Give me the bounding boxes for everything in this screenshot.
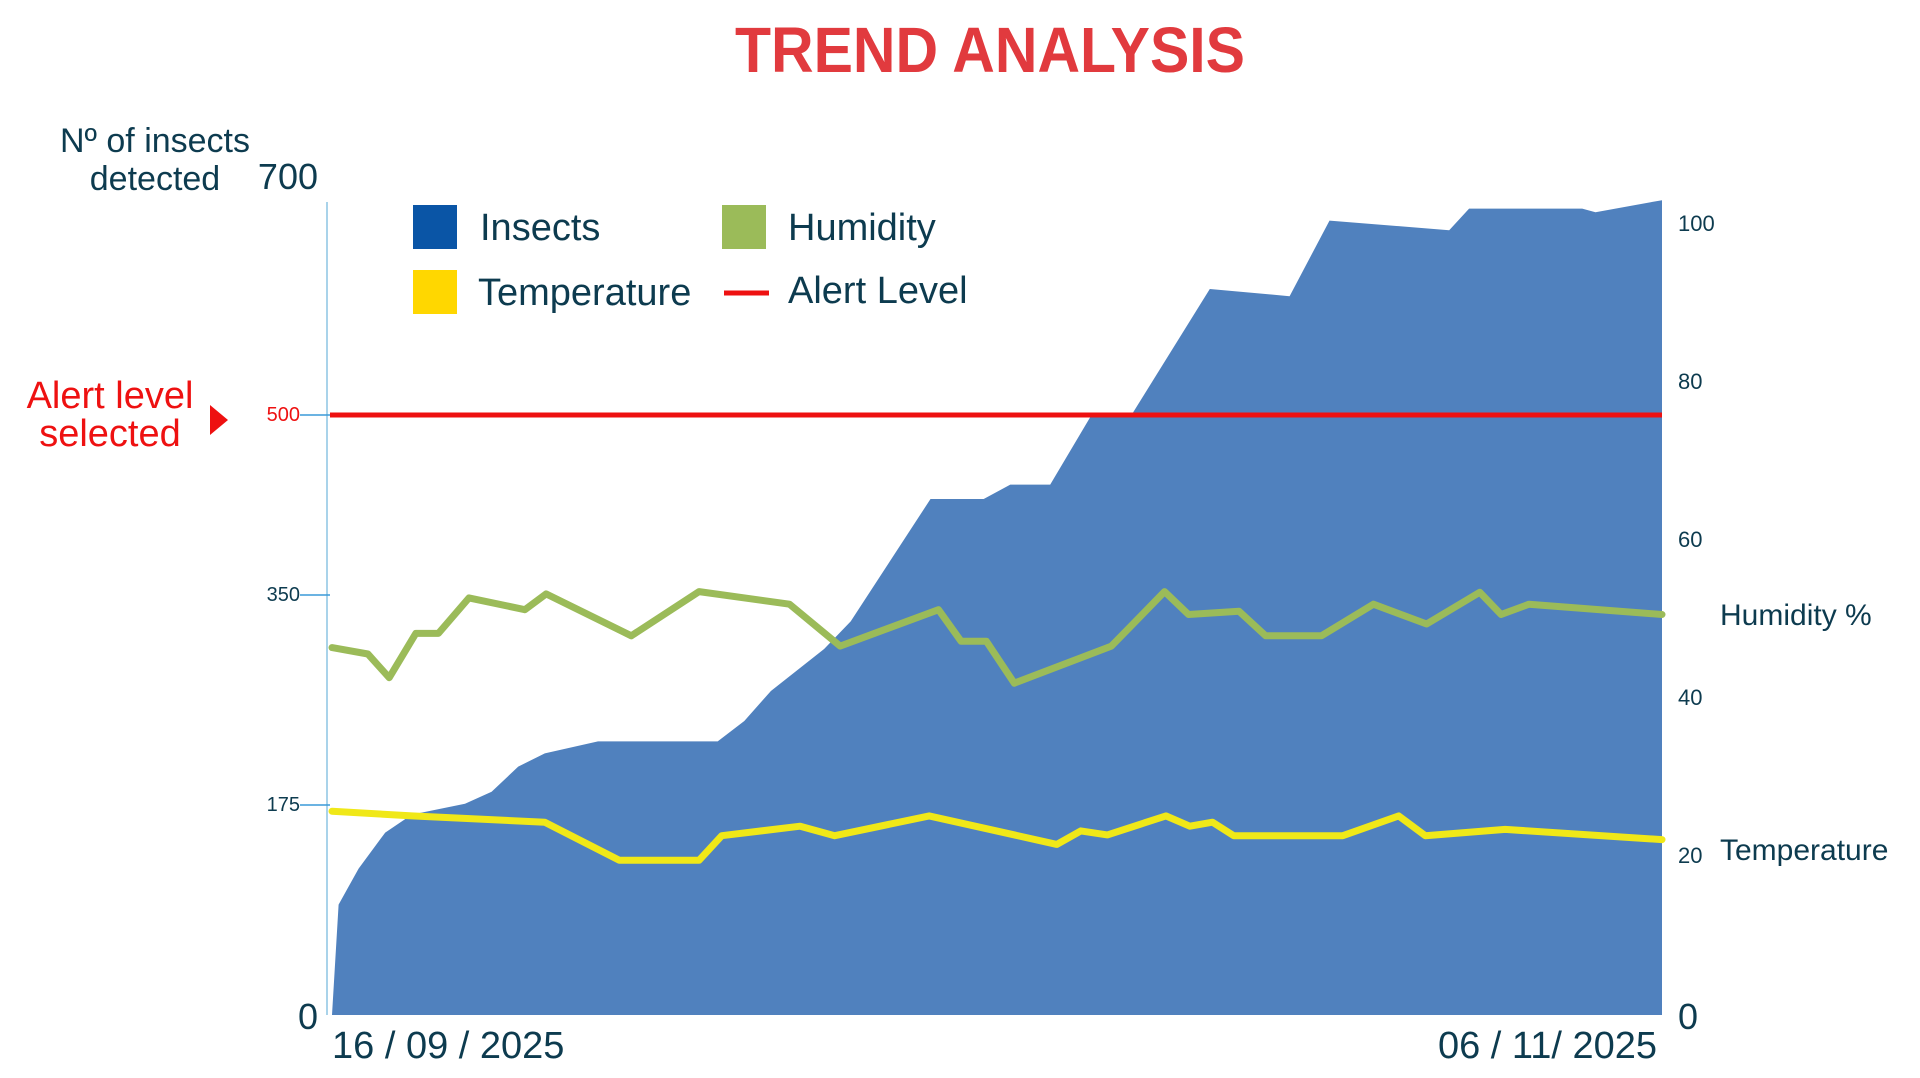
legend-label-alert: Alert Level <box>788 270 968 312</box>
temperature-line <box>328 807 1666 864</box>
y-left-tick-label: 175 <box>267 794 300 816</box>
insects-area <box>332 200 1662 1015</box>
y-right-tick-label: 20 <box>1678 843 1702 868</box>
series-lines <box>328 588 1666 864</box>
y-right-tick-label: 60 <box>1678 527 1702 552</box>
y-right-tick-label: 80 <box>1678 369 1702 394</box>
y-left-tick-label: 350 <box>267 584 300 606</box>
humidity-line <box>328 588 1666 687</box>
alert-label-line2: selected <box>39 413 181 455</box>
y-left-label-line2: detected <box>90 160 220 198</box>
legend-swatch-temperature <box>413 270 457 314</box>
x-start-label: 16 / 09 / 2025 <box>332 1025 564 1067</box>
y-left-tick-label: 0 <box>298 996 318 1037</box>
legend-label-insects: Insects <box>480 207 600 249</box>
temperature-axis-label: Temperature <box>1720 834 1888 867</box>
legend-swatch-humidity <box>722 205 766 249</box>
y-right-tick-label: 100 <box>1678 211 1715 236</box>
y-left-label-line1: Nº of insects <box>60 122 250 160</box>
legend-swatch-insects <box>413 205 457 249</box>
alert-label-line1: Alert level <box>27 375 194 417</box>
alert-arrow-icon <box>210 405 228 435</box>
humidity-axis-label: Humidity % <box>1720 599 1872 632</box>
insects-area-layer <box>332 200 1662 1015</box>
x-end-label: 06 / 11/ 2025 <box>1438 1025 1657 1067</box>
y-right-tick-label: 40 <box>1678 685 1702 710</box>
chart-title: TREND ANALYSIS <box>735 14 1245 86</box>
legend-label-temperature: Temperature <box>478 272 691 314</box>
legend-label-humidity: Humidity <box>788 207 936 249</box>
y-left-tick-label: 700 <box>258 156 318 197</box>
y-left-tick-label: 500 <box>267 404 300 426</box>
y-right-tick-label: 0 <box>1678 996 1698 1037</box>
tick-layer: 700 500 350 175 0 100 80 60 40 20 0 <box>258 156 1715 1037</box>
legend: Insects Humidity Temperature Alert Level <box>413 205 968 314</box>
